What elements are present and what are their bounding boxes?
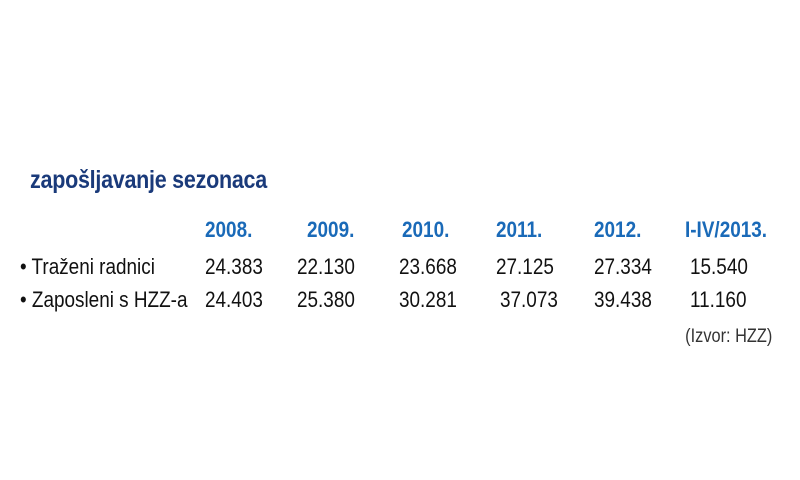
- column-header: 2011.: [496, 217, 543, 242]
- source-note: (Izvor: HZZ): [684, 326, 772, 347]
- row-label: • Traženi radnici: [20, 254, 155, 279]
- row-label: • Zaposleni s HZZ-a: [20, 287, 188, 312]
- table-cell: 37.073: [500, 287, 558, 312]
- table-cell: 24.403: [205, 287, 263, 312]
- table-cell: 25.380: [297, 287, 355, 312]
- table-cell: 30.281: [399, 287, 457, 312]
- table-cell: 24.383: [205, 254, 263, 279]
- column-header: I-IV/2013.: [685, 217, 768, 242]
- column-header: 2008.: [205, 217, 253, 242]
- table-cell: 23.668: [399, 254, 457, 279]
- table-cell: 11.160: [690, 287, 747, 312]
- table-cell: 27.334: [594, 254, 652, 279]
- chart-title: zapošljavanje sezonaca: [30, 166, 267, 194]
- column-header: 2009.: [307, 217, 355, 242]
- table-cell: 22.130: [297, 254, 355, 279]
- table-cell: 27.125: [496, 254, 554, 279]
- column-header: 2010.: [402, 217, 450, 242]
- table-cell: 39.438: [594, 287, 652, 312]
- column-header: 2012.: [594, 217, 642, 242]
- table-cell: 15.540: [690, 254, 748, 279]
